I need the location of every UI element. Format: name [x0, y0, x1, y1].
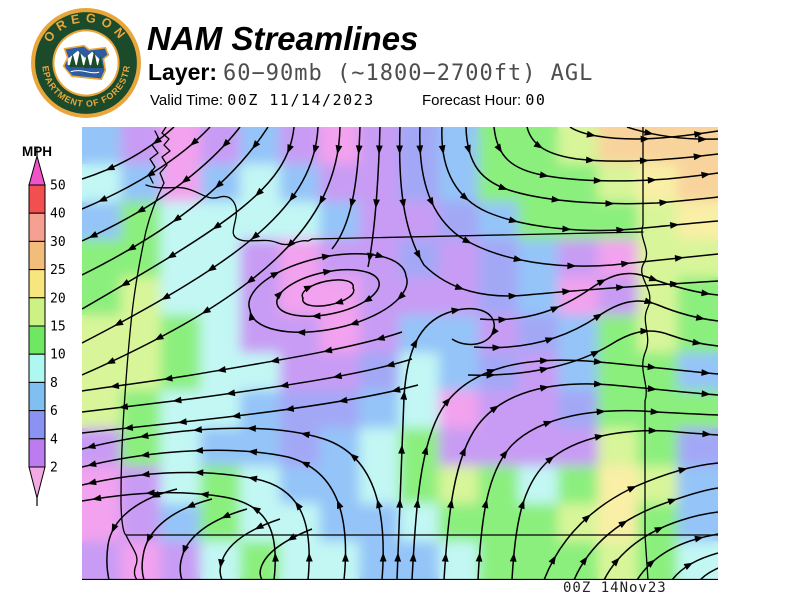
- valid-time-line: Valid Time: 00Z 11/14/2023: [150, 91, 375, 109]
- forecast-hour-group: Forecast Hour: 00: [422, 91, 546, 109]
- svg-text:15: 15: [50, 320, 66, 335]
- page-title: NAM Streamlines: [147, 20, 419, 57]
- water-wave-line: [70, 70, 100, 74]
- forecast-hour-label: Forecast Hour:: [422, 92, 522, 109]
- svg-text:50: 50: [50, 179, 66, 194]
- streamline-map: [82, 127, 718, 580]
- valid-time-label: Valid Time:: [150, 92, 224, 109]
- odf-logo: OREGON DEPARTMENT OF FORESTRY: [30, 7, 141, 118]
- forecast-hour-value: 00: [525, 91, 547, 109]
- svg-text:40: 40: [50, 207, 66, 222]
- svg-text:8: 8: [50, 376, 58, 391]
- svg-text:25: 25: [50, 263, 66, 278]
- layer-label: Layer:: [148, 59, 218, 85]
- svg-text:10: 10: [50, 348, 66, 363]
- trees-icon: [69, 50, 104, 69]
- svg-text:2: 2: [50, 461, 58, 476]
- svg-text:30: 30: [50, 235, 66, 250]
- svg-text:6: 6: [50, 404, 58, 419]
- valid-time-value: 00Z 11/14/2023: [227, 91, 375, 109]
- svg-text:4: 4: [50, 432, 58, 447]
- coastline-and-borders: [82, 127, 718, 580]
- streamline-arrowheads: [86, 128, 712, 570]
- svg-text:20: 20: [50, 291, 66, 306]
- layer-value: 60−90mb (~1800−2700ft) AGL: [223, 61, 594, 86]
- oregon-state-emblem: [62, 44, 110, 81]
- legend-colorbar: 50 40 30 25 20 15 10 8 6 4 2: [28, 148, 66, 506]
- layer-line: Layer: 60−90mb (~1800−2700ft) AGL: [148, 59, 593, 86]
- map-timestamp: 00Z 14Nov23: [563, 580, 667, 596]
